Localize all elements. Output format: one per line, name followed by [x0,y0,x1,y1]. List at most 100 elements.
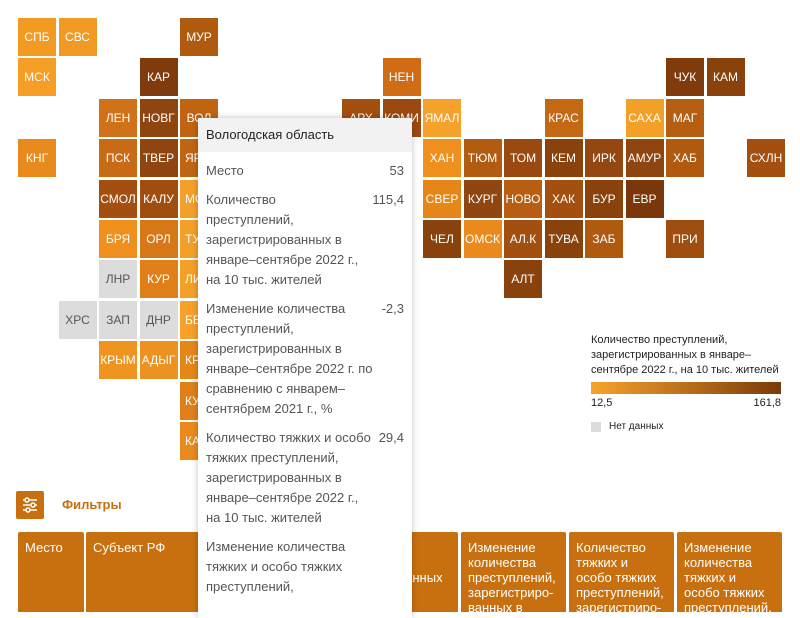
tooltip-row: Место 53 [198,161,412,181]
filter-label[interactable]: Фильтры [62,497,122,512]
tooltip-label-line: январе–сентябре 2022 г., [206,490,359,505]
legend-max: 161,8 [753,397,781,409]
tooltip-label-line: преступлений, [206,321,294,336]
tile: МУР [180,18,218,56]
tooltip-label: Количество преступлений, зарегистрированны… [206,190,358,290]
filter-button[interactable] [16,491,44,519]
tile: МСК [18,58,56,97]
tooltip-label-line: преступлений, [206,212,294,227]
tile: КАЛУ [139,179,178,218]
tile: ЛНР [99,260,137,299]
tile: БУР [585,179,623,218]
tile: АЛ.К [504,220,542,258]
tile: ОМСК [463,220,502,258]
tile: НОВГ [139,98,178,137]
tile: НОВО [504,179,542,218]
tile: ТОМ [504,139,542,178]
tile: ЗАП [99,300,137,339]
tooltip-label-line: январе–сентябре 2022 г., [206,252,359,267]
tile: ЛЕН [99,98,137,137]
tooltip-value: 53 [389,163,404,178]
tile: КНГ [18,139,56,178]
tile: ЧЕЛ [423,220,461,258]
tooltip-label-line: на 10 тыс. жителей [206,510,322,525]
tooltip-label-line: преступлений, [206,579,294,594]
tooltip-label-line: тяжких и особо тяжких [206,559,343,574]
tile: КРЫМ [99,341,137,380]
tile: КЕМ [544,139,583,178]
legend-no-data: Нет данных [591,419,791,434]
tooltip-label-line: Количество [206,192,276,207]
tile: САХА [625,98,664,137]
tooltip-row: Изменение количества преступлений, зарегис… [198,299,412,419]
tooltip-label: Изменение количества преступлений, зарегис… [206,299,373,419]
tile: ОРЛ [139,220,178,258]
no-data-swatch [591,421,601,432]
tooltip-label: Количество тяжких и особо тяжких преступл… [206,428,371,528]
tile: ХРС [58,300,97,339]
tooltip-label-line: январе–сентябре 2022 г. по [206,361,373,376]
tooltip-label-line: сентябрем 2021 г., % [206,401,333,416]
tile: ЗАБ [585,220,623,258]
tile: ПСК [99,139,137,178]
tile: ТВЕР [139,139,178,178]
table-header-cell: Место [18,532,84,612]
tooltip-value: 115,4 [372,192,404,207]
tile: КУР [139,260,178,299]
tooltip-label: Место [206,161,244,181]
filter-icon [23,497,37,513]
table-header-cell: Изменение количества преступлений, зарег… [461,532,566,612]
table-header-cell: Изменение количества тяжких и особо тяжк… [677,532,782,612]
tile: КАМ [706,58,745,97]
tile: ТУВА [544,220,583,258]
tile: КУРГ [463,179,502,218]
tooltip-row: Количество тяжких и особо тяжких преступл… [198,428,412,528]
tile: ХАН [423,139,461,178]
tooltip-label-line: Изменение количества [206,539,346,554]
tile: ЧУК [666,58,704,97]
tooltip-label-line: зарегистрированных в [206,341,342,356]
tile: АЛТ [504,260,542,299]
tile: ЕВР [625,179,664,218]
tooltip-row: Количество преступлений, зарегистрированны… [198,190,412,290]
tooltip-row: Изменение количества тяжких и особо тяжки… [198,537,412,597]
tooltip-label-line: Место [206,163,244,178]
tooltip-label-line: зарегистрированных в [206,232,342,247]
tooltip: Вологодская область Место 53 Количество пре… [198,118,412,618]
tile: ИРК [585,139,623,178]
legend-scale: 12,5 161,8 [591,396,781,411]
tile: СВС [58,18,97,56]
tile: СВЕР [423,179,461,218]
tile: СМОЛ [99,179,137,218]
tile: МАГ [666,98,704,137]
tile: БРЯ [99,220,137,258]
tile: АДЫГ [139,341,178,380]
no-data-label: Нет данных [609,421,664,432]
tile: КАР [139,58,178,97]
tooltip-title: Вологодская область [198,118,412,152]
tooltip-label-line: на 10 тыс. жителей [206,272,322,287]
tile: НЕН [382,58,421,97]
tooltip-label-line: тяжких преступлений, [206,450,339,465]
tile: ХАК [544,179,583,218]
tile: ТЮМ [463,139,502,178]
tooltip-label-line: Изменение количества [206,301,346,316]
legend-title: Количество преступлений, зарегистрирован… [591,334,779,376]
legend: Количество преступлений, зарегистрирован… [591,333,791,434]
tile: СПБ [18,18,56,56]
tile: КРАС [544,98,583,137]
tooltip-label: Изменение количества тяжких и особо тяжки… [206,537,345,597]
tile: ЯМАЛ [423,98,461,137]
tooltip-label-line: зарегистрированных в [206,470,342,485]
legend-min: 12,5 [591,397,613,409]
table-header-cell: Количество тяжких и особо тяжких преступ… [569,532,674,612]
tooltip-value: -2,3 [381,301,404,316]
tooltip-body: Место 53 Количество преступлений, зарегистри… [198,161,412,597]
tile: ПРИ [666,220,704,258]
tile: ХАБ [666,139,704,178]
tile: СХЛН [747,139,785,178]
tooltip-label-line: сравнению с январем– [206,381,346,396]
legend-gradient [591,382,781,394]
tile: ДНР [139,300,178,339]
